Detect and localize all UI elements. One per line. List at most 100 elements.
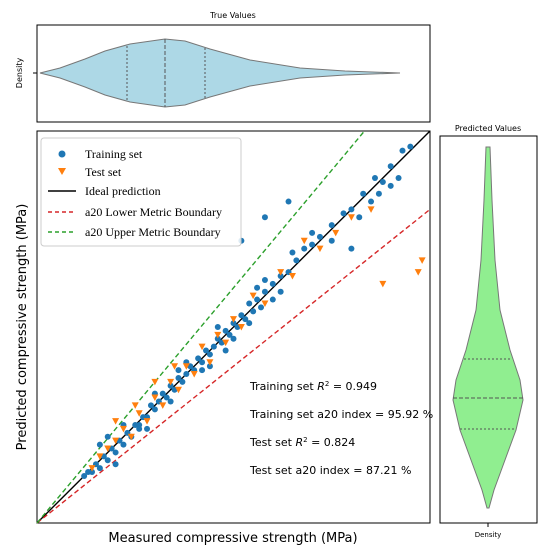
test-point [414, 269, 422, 276]
training-point [81, 472, 88, 479]
training-point [348, 245, 355, 252]
scatter-panel: Training set R2 = 0.949 Training set a20… [15, 130, 433, 546]
test-point [190, 371, 198, 378]
test-point [127, 433, 135, 441]
legend-label-ideal: Ideal prediction [85, 184, 161, 198]
test-point [174, 386, 182, 394]
training-point [214, 324, 221, 330]
training-point [120, 441, 127, 448]
y-axis-label: Predicted compressive strength (MPa) [15, 204, 30, 451]
annotation-test-r2: Test set R2 = 0.824 [249, 436, 355, 449]
annotation-train-r2: Training set R2 = 0.949 [249, 380, 377, 393]
training-point [226, 331, 233, 338]
test-point [347, 214, 355, 221]
test-point [418, 257, 426, 264]
training-point [356, 214, 363, 221]
test-point [249, 292, 257, 300]
reference-line-2 [36, 130, 366, 524]
test-point [261, 300, 269, 307]
test-point [206, 359, 214, 366]
test-point [171, 363, 179, 370]
test-point [112, 437, 120, 445]
training-point [261, 276, 268, 283]
top-violin-title: True Values [209, 11, 256, 20]
legend-label-test: Test set [85, 165, 122, 179]
top-violin-ylabel: Density [15, 58, 24, 89]
test-point [151, 394, 159, 402]
top-violin-panel: True Values Density [15, 11, 431, 123]
training-point [136, 425, 143, 432]
legend-label-upper: a20 Upper Metric Boundary [85, 225, 221, 239]
training-point [289, 249, 296, 256]
training-point [96, 441, 103, 448]
training-point [399, 147, 406, 154]
legend: Training set Test set Ideal prediction a… [40, 137, 242, 247]
test-point [135, 410, 143, 417]
test-point [300, 237, 308, 245]
training-point [360, 190, 367, 197]
training-point [112, 461, 119, 468]
training-point [199, 359, 206, 366]
training-point [328, 222, 335, 229]
test-point [159, 402, 167, 409]
training-point [175, 367, 182, 374]
training-point [163, 394, 170, 401]
training-point [167, 398, 174, 405]
training-point [387, 163, 394, 170]
training-point [375, 190, 382, 197]
test-point [230, 316, 237, 323]
training-point [340, 210, 347, 217]
reference-line-1 [36, 208, 431, 524]
test-point [119, 425, 127, 433]
training-point [348, 206, 355, 213]
training-point [242, 316, 249, 323]
training-point [379, 178, 386, 185]
training-point [316, 233, 323, 240]
training-point [309, 241, 316, 248]
legend-label-lower: a20 Lower Metric Boundary [85, 205, 222, 219]
training-point [387, 182, 394, 189]
legend-marker-test [58, 168, 66, 175]
training-point [104, 457, 111, 464]
training-point [175, 374, 182, 381]
training-point [210, 343, 217, 350]
training-point [285, 198, 292, 205]
training-point [112, 449, 119, 456]
test-point [131, 402, 139, 409]
training-point [258, 304, 265, 311]
test-point [112, 418, 120, 425]
training-point [214, 335, 221, 342]
training-point [250, 308, 257, 315]
training-point [206, 351, 213, 358]
legend-label-training: Training set [85, 147, 143, 161]
top-violin-quartiles [126, 39, 206, 107]
training-point [238, 312, 245, 319]
training-point [199, 367, 206, 374]
training-point [147, 402, 154, 409]
test-point [277, 269, 285, 276]
training-point [277, 273, 284, 280]
training-point [277, 288, 284, 295]
training-point [89, 469, 96, 476]
training-point [328, 237, 335, 244]
test-point [182, 363, 190, 370]
top-violin-body [39, 38, 401, 108]
legend-marker-training [58, 150, 66, 158]
right-violin-panel: Predicted Values Density [439, 124, 538, 539]
right-violin-xlabel: Density [475, 531, 502, 539]
training-point [151, 406, 158, 413]
training-point [246, 300, 253, 307]
training-point [230, 320, 237, 327]
training-point [371, 175, 378, 182]
training-point [269, 280, 276, 287]
training-point [159, 390, 166, 397]
legend-frame [40, 137, 242, 247]
training-point [202, 347, 209, 354]
test-points [88, 206, 426, 472]
training-point [179, 378, 186, 385]
training-point [254, 296, 261, 303]
test-point [237, 324, 245, 331]
training-point [395, 175, 402, 182]
test-point [214, 331, 222, 339]
